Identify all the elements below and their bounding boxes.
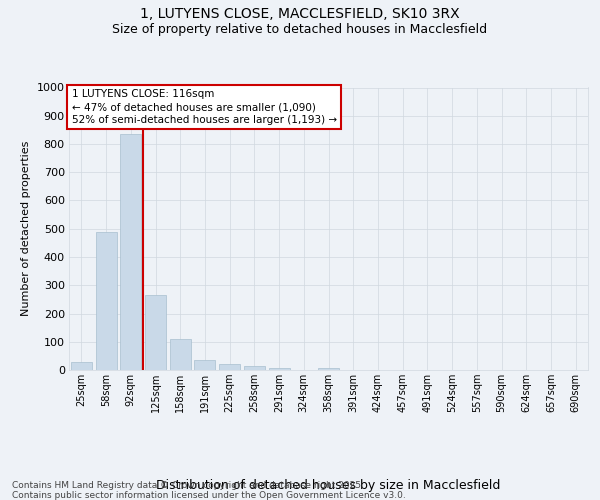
Text: Size of property relative to detached houses in Macclesfield: Size of property relative to detached ho…: [112, 22, 488, 36]
Bar: [95, 232, 116, 370]
Bar: [170, 339, 191, 370]
Text: Contains HM Land Registry data © Crown copyright and database right 2025.
Contai: Contains HM Land Registry data © Crown c…: [12, 480, 406, 500]
Y-axis label: Number of detached properties: Number of detached properties: [21, 141, 31, 316]
Bar: [145, 295, 166, 370]
Bar: [318, 368, 339, 370]
Text: 1 LUTYENS CLOSE: 116sqm
← 47% of detached houses are smaller (1,090)
52% of semi: 1 LUTYENS CLOSE: 116sqm ← 47% of detache…: [71, 89, 337, 126]
Bar: [244, 366, 265, 370]
Bar: [71, 362, 92, 370]
Bar: [194, 360, 215, 370]
Text: Distribution of detached houses by size in Macclesfield: Distribution of detached houses by size …: [157, 480, 500, 492]
Bar: [219, 364, 240, 370]
Text: 1, LUTYENS CLOSE, MACCLESFIELD, SK10 3RX: 1, LUTYENS CLOSE, MACCLESFIELD, SK10 3RX: [140, 8, 460, 22]
Bar: [120, 134, 141, 370]
Bar: [269, 368, 290, 370]
